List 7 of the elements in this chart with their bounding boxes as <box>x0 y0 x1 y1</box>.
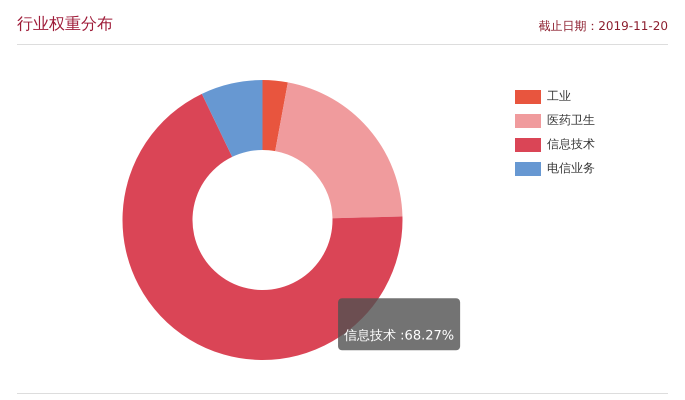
legend-label: 医药卫生 <box>547 113 595 128</box>
legend-label: 电信业务 <box>547 161 595 176</box>
data-label: 信息技术 :68.27% <box>344 328 454 344</box>
legend-label: 工业 <box>547 89 571 104</box>
chart-title: 行业权重分布 <box>17 14 113 35</box>
text: 截止日期：2019-11-20 <box>538 18 668 35</box>
legend-label: 信息技术 <box>547 137 595 152</box>
